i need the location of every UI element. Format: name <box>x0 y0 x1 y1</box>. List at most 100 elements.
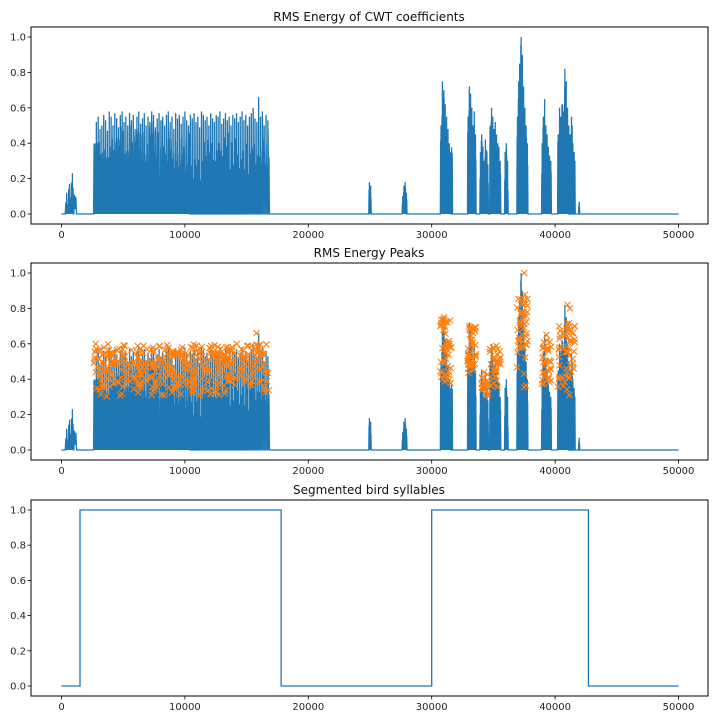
peak-marker <box>221 390 229 397</box>
peak-marker <box>149 344 157 351</box>
x-tick-label: 30000 <box>416 702 448 713</box>
peak-marker <box>151 380 159 388</box>
peak-marker <box>107 370 114 377</box>
peak-marker <box>546 338 554 346</box>
peak-marker <box>515 295 522 303</box>
peak-marker <box>174 380 181 388</box>
peak-marker <box>188 389 196 397</box>
peak-marker <box>191 368 199 376</box>
peak-marker <box>198 343 206 351</box>
peak-marker <box>158 357 166 365</box>
chart-title: RMS Energy Peaks <box>314 246 425 260</box>
peak-marker <box>238 345 245 353</box>
peak-marker <box>170 368 178 376</box>
peak-marker <box>464 345 472 353</box>
peak-marker <box>229 367 237 375</box>
peak-marker <box>101 350 108 358</box>
peak-marker <box>149 349 157 357</box>
peak-marker <box>168 389 176 396</box>
peak-marker <box>214 360 222 367</box>
peak-marker <box>464 357 471 365</box>
peak-marker <box>261 367 269 375</box>
peak-marker <box>440 326 447 334</box>
peak-marker <box>230 374 238 382</box>
peak-marker <box>441 371 449 379</box>
peak-marker <box>517 343 524 351</box>
peak-marker <box>567 328 575 336</box>
peak-marker <box>190 341 198 349</box>
peak-marker <box>98 351 106 359</box>
peak-marker <box>188 354 196 362</box>
peak-marker <box>196 350 203 358</box>
peak-marker <box>554 383 562 391</box>
peak-marker <box>222 344 230 351</box>
peak-marker <box>111 361 118 368</box>
peak-marker <box>156 342 163 350</box>
peak-marker <box>184 351 192 358</box>
peak-marker <box>96 346 104 354</box>
peak-marker <box>142 363 150 371</box>
peak-marker <box>102 367 110 375</box>
peak-marker <box>160 391 168 399</box>
peak-marker <box>185 379 193 386</box>
syllable-mask-line <box>61 509 679 687</box>
peak-marker <box>487 382 495 389</box>
peak-marker <box>224 343 231 351</box>
peak-marker <box>202 364 210 372</box>
peak-marker <box>208 385 215 392</box>
peak-marker <box>246 380 254 388</box>
y-tick-label: 0.0 <box>10 446 26 457</box>
peak-marker <box>437 319 445 327</box>
peak-marker <box>523 330 530 337</box>
peak-marker <box>561 378 569 386</box>
peak-marker <box>486 345 494 353</box>
peak-marker <box>492 359 500 367</box>
peak-marker <box>165 344 172 352</box>
peak-marker <box>247 358 255 366</box>
peak-marker <box>121 342 129 350</box>
peak-marker <box>113 346 121 354</box>
x-tick-label: 40000 <box>539 702 571 713</box>
x-tick-label: 50000 <box>663 230 695 241</box>
peak-marker <box>480 368 488 376</box>
peak-marker <box>471 360 479 368</box>
x-tick-label: 0 <box>58 230 64 241</box>
peak-marker <box>250 350 258 358</box>
peak-marker <box>199 384 207 391</box>
peak-marker <box>555 346 563 353</box>
peak-marker <box>100 344 108 351</box>
x-tick-label: 0 <box>58 466 64 477</box>
peak-marker <box>466 350 473 358</box>
peak-marker <box>105 352 113 360</box>
panel-rms-peaks: RMS Energy Peaks 0 10000 20000 30000 40000 50… <box>10 246 709 477</box>
x-tick-label: 20000 <box>292 466 324 477</box>
peak-marker <box>478 374 486 382</box>
x-tick-label: 50000 <box>663 702 695 713</box>
peak-marker <box>129 374 137 382</box>
peak-marker <box>119 358 126 366</box>
peak-marker <box>165 371 173 379</box>
peak-marker <box>484 392 491 400</box>
peak-marker <box>134 342 142 350</box>
peak-marker <box>566 305 574 312</box>
peak-marker <box>544 373 552 381</box>
peak-marker <box>99 384 107 391</box>
plot-frame <box>30 26 709 225</box>
peak-marker <box>520 370 528 378</box>
peak-marker <box>93 385 100 392</box>
y-tick-label: 0.2 <box>10 174 26 185</box>
peak-marker <box>160 364 168 372</box>
peak-marker <box>257 347 264 355</box>
peak-marker <box>173 373 181 380</box>
peak-marker <box>564 334 572 342</box>
peak-marker <box>439 375 447 383</box>
peak-marker <box>152 368 160 376</box>
y-tick-label: 0.6 <box>10 339 26 350</box>
peak-marker <box>437 368 444 375</box>
x-tick-label: 10000 <box>169 702 201 713</box>
peak-marker <box>158 391 166 399</box>
peak-marker <box>239 346 247 354</box>
peak-marker <box>134 388 142 396</box>
peak-marker <box>148 391 156 399</box>
peak-marker <box>178 374 186 381</box>
